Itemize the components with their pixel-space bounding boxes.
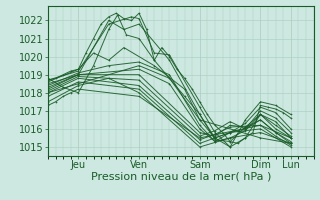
X-axis label: Pression niveau de la mer( hPa ): Pression niveau de la mer( hPa ) — [91, 172, 271, 182]
